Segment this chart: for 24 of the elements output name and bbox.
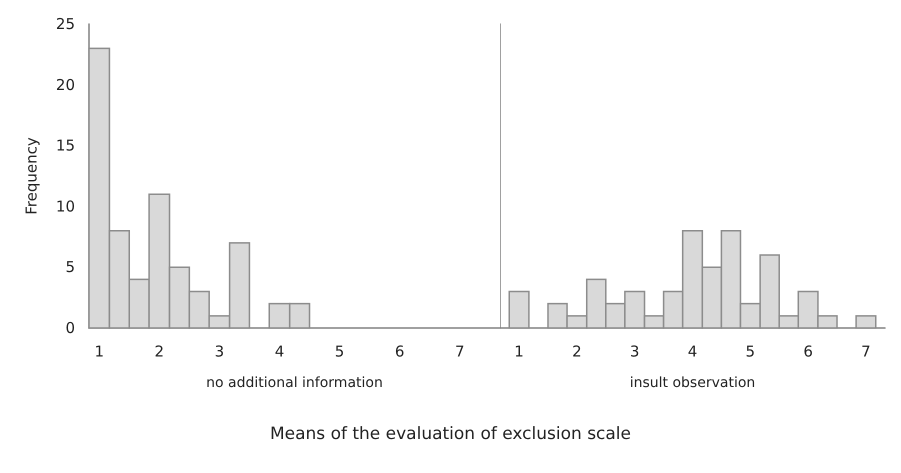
y-tick-label: 0 [65, 319, 75, 337]
y-tick-label: 15 [56, 136, 75, 155]
y-tick-label: 25 [56, 15, 75, 33]
x-tick-label: 1 [94, 342, 104, 360]
x-tick-label: 7 [454, 342, 465, 360]
y-axis-title: Frequency [22, 137, 40, 215]
y-tick-label: 20 [56, 76, 75, 94]
x-tick-label: 1 [514, 342, 524, 360]
y-tick-label: 5 [65, 258, 75, 276]
x-axis-title: no additional information [206, 375, 383, 391]
x-tick-label: 7 [861, 342, 871, 360]
x-tick-label: 6 [394, 342, 404, 360]
x-tick-label: 2 [572, 342, 582, 360]
x-tick-label: 5 [746, 342, 756, 360]
x-tick-label: 2 [154, 342, 164, 360]
x-tick-label: 5 [334, 342, 344, 360]
x-tick-label: 4 [688, 342, 698, 360]
x-tick-label: 3 [630, 342, 640, 360]
x-axis-title: insult observation [630, 375, 756, 391]
y-tick-label: 10 [56, 197, 75, 216]
x-tick-label: 3 [214, 342, 224, 360]
x-tick-label: 4 [274, 342, 284, 360]
x-tick-label: 6 [803, 342, 813, 360]
text: Means of the evaluation of exclusion scale [268, 424, 632, 444]
